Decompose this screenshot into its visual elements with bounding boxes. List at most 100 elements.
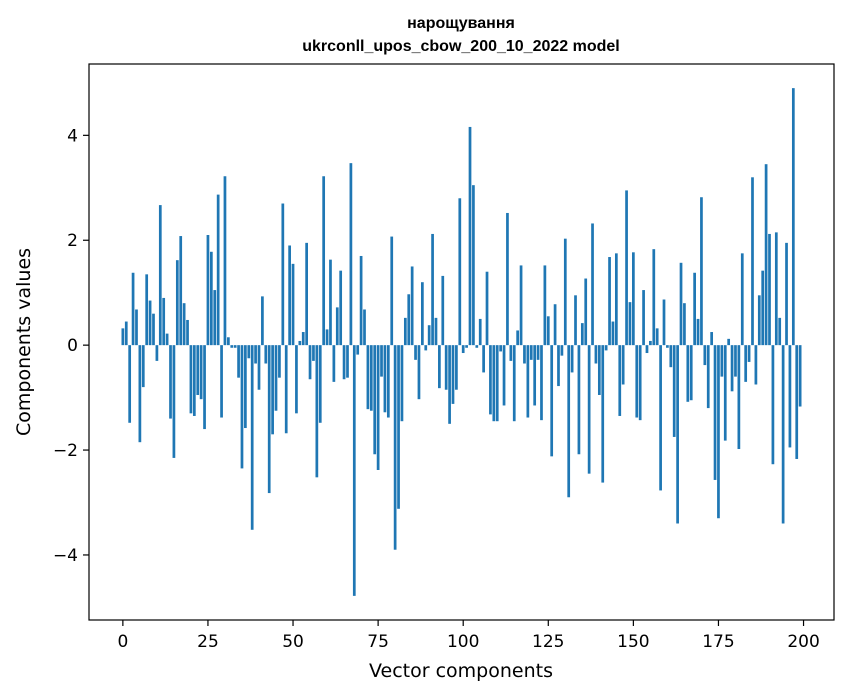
bar	[689, 345, 693, 401]
bar	[264, 345, 268, 364]
bar	[451, 345, 455, 404]
bar	[223, 176, 227, 346]
bar	[281, 203, 285, 346]
bar	[509, 345, 513, 361]
bar	[594, 345, 598, 364]
bar	[519, 265, 523, 346]
x-axis-ticks: 0 25 50 75 100 125 150 175 200	[117, 620, 820, 652]
bar	[475, 345, 479, 348]
bar	[587, 345, 591, 474]
bar	[424, 345, 428, 351]
bar-series	[121, 88, 802, 596]
bar	[621, 345, 625, 385]
bar	[798, 345, 802, 407]
bar	[754, 345, 758, 385]
bar	[795, 345, 799, 459]
bar	[380, 345, 383, 377]
bar	[717, 345, 720, 519]
x-tick-label: 50	[282, 632, 304, 652]
bar	[278, 345, 281, 378]
bar	[189, 345, 193, 414]
bar	[274, 345, 278, 411]
bar	[209, 251, 213, 346]
bar	[771, 345, 775, 465]
chart-title-line-2: ukrconll_upos_cbow_200_10_2022 model	[302, 38, 619, 55]
bar	[298, 340, 302, 346]
bar	[352, 345, 356, 596]
bar	[397, 345, 400, 509]
bar	[291, 263, 295, 346]
bar	[393, 345, 397, 550]
bar	[649, 340, 652, 346]
bar	[737, 345, 741, 450]
bar	[468, 126, 472, 346]
bar	[461, 345, 465, 354]
bar	[145, 274, 149, 346]
bar	[407, 294, 411, 346]
bar	[550, 345, 554, 457]
bar	[604, 345, 608, 351]
y-tick-label: −4	[53, 546, 78, 566]
bar	[441, 275, 445, 346]
bar	[526, 345, 530, 418]
bar	[601, 345, 605, 483]
x-tick-label: 125	[532, 632, 564, 652]
bar	[465, 345, 468, 348]
y-axis-ticks: −4 −2 0 2 4	[53, 126, 89, 566]
x-tick-label: 100	[447, 632, 479, 652]
bar	[301, 332, 305, 346]
bar	[584, 278, 588, 346]
bar	[577, 345, 581, 455]
x-tick-label: 175	[702, 632, 734, 652]
bar	[533, 345, 537, 406]
bar	[662, 299, 666, 346]
bar	[346, 345, 349, 378]
bar	[261, 296, 264, 346]
bar	[186, 319, 189, 346]
bar	[499, 345, 502, 352]
bar	[305, 242, 308, 346]
bar	[203, 345, 206, 430]
bar	[744, 345, 748, 382]
bar	[727, 338, 731, 346]
bar	[628, 302, 632, 346]
bar	[257, 345, 261, 390]
bar	[254, 345, 257, 364]
bar	[757, 295, 761, 346]
chart-title-line-1: нарощування	[407, 15, 515, 32]
bar	[563, 238, 567, 346]
bar	[740, 253, 744, 346]
bar	[421, 282, 424, 346]
bar	[427, 325, 431, 346]
bar	[785, 242, 788, 346]
bar	[141, 345, 145, 388]
bar	[774, 232, 778, 346]
bar	[747, 345, 751, 362]
bar	[567, 345, 571, 498]
bar	[359, 255, 363, 346]
bar	[165, 333, 169, 346]
bar	[495, 345, 499, 422]
bar	[614, 253, 618, 346]
bar	[734, 345, 737, 377]
bar	[492, 345, 496, 422]
bar	[295, 345, 298, 414]
y-tick-label: 0	[67, 336, 78, 356]
bar	[220, 345, 223, 418]
bar	[376, 345, 380, 470]
bar	[206, 235, 210, 346]
bar	[308, 345, 312, 380]
bar	[403, 317, 407, 346]
bar	[560, 345, 564, 356]
bar	[686, 345, 690, 402]
bar	[131, 272, 135, 346]
bar	[529, 345, 533, 360]
bar	[192, 345, 196, 416]
bar	[652, 249, 656, 346]
bar	[237, 345, 240, 378]
bar	[244, 345, 247, 429]
bar	[271, 345, 274, 435]
bar	[700, 197, 703, 346]
bar	[597, 345, 601, 395]
bar	[478, 318, 482, 346]
